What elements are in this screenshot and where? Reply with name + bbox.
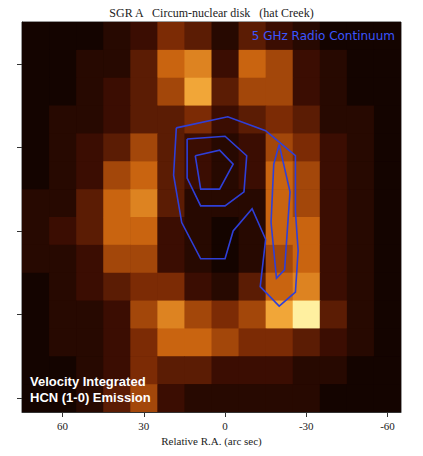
svg-text:Relative R.A. (arc sec): Relative R.A. (arc sec) — [161, 435, 262, 448]
svg-text:-30: -30 — [299, 420, 314, 432]
svg-text:HCN (1-0) Emission: HCN (1-0) Emission — [30, 390, 151, 405]
svg-text:60: 60 — [57, 420, 69, 432]
svg-text:5 GHz Radio Continuum: 5 GHz Radio Continuum — [252, 29, 395, 43]
svg-text:SGR A Circum-nuclear disk: SGR A Circum-nuclear disk (hat Creek) — [109, 6, 313, 20]
svg-text:-60: -60 — [380, 420, 395, 432]
svg-text:0: 0 — [222, 420, 228, 432]
svg-text:30: 30 — [138, 420, 150, 432]
svg-text:Velocity Integrated: Velocity Integrated — [30, 374, 146, 389]
